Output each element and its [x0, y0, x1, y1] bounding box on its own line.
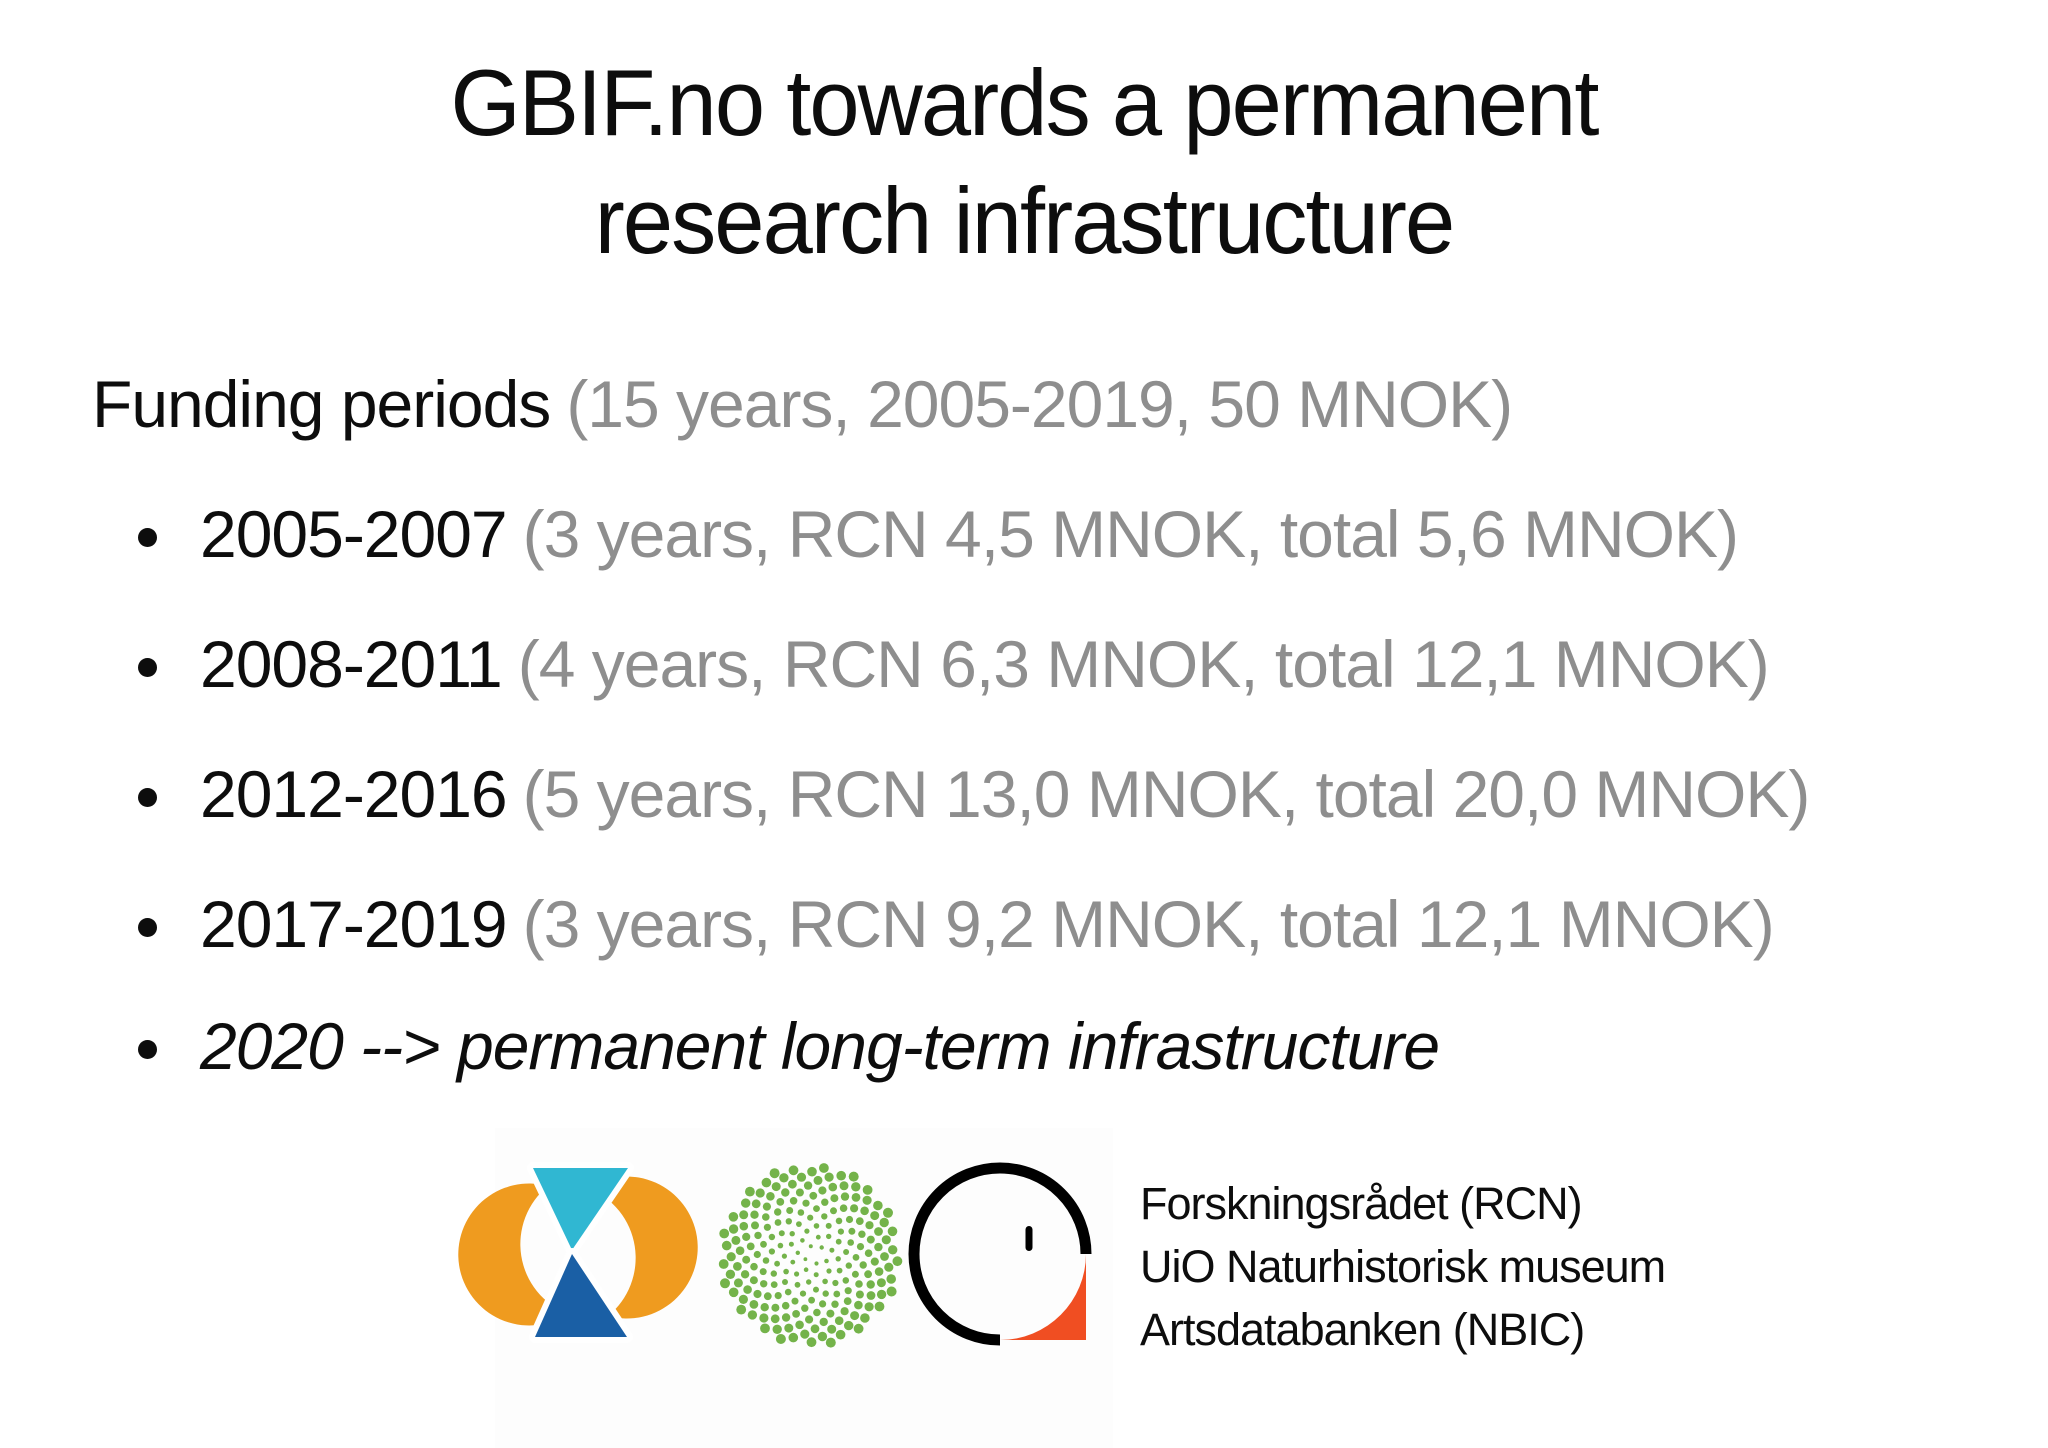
rcn-spiral-dots	[718, 1163, 903, 1348]
bullet-text: 2012-2016 (5 years, RCN 13,0 MNOK, total …	[200, 756, 1811, 832]
bullet-term: 2012-2016	[200, 757, 508, 831]
rcn-logo-icon	[718, 1163, 903, 1348]
bullet-period-2017-2019: 2017-2019 (3 years, RCN 9,2 MNOK, total 1…	[92, 886, 2048, 962]
bullet-text: 2008-2011 (4 years, RCN 6,3 MNOK, total 1…	[200, 626, 1770, 702]
slide-title-line2: research infrastructure	[594, 168, 1456, 273]
bullet-term: 2017-2019	[200, 887, 508, 961]
slide-title: GBIF.no towards a permanent research inf…	[41, 44, 2007, 280]
nbic-orange-corner	[1000, 1254, 1086, 1340]
footer-line-uio: UiO Naturhistorisk museum	[1140, 1241, 1666, 1292]
footer-line-nbic: Artsdatabanken (NBIC)	[1140, 1304, 1585, 1355]
footer-credits: Forskningsrådet (RCN) UiO Naturhistorisk…	[1140, 1172, 1666, 1361]
bullet-detail: (5 years, RCN 13,0 MNOK, total 20,0 MNOK…	[522, 757, 1811, 831]
funding-heading-main: Funding periods	[92, 367, 551, 441]
bullet-dot	[138, 918, 157, 937]
footer-line-rcn: Forskningsrådet (RCN)	[1140, 1178, 1583, 1229]
bullet-period-2020: 2020 --> permanent long-term infrastruct…	[92, 1008, 2048, 1084]
bullet-dot	[138, 658, 157, 677]
slide-title-line1: GBIF.no towards a permanent	[450, 50, 1600, 155]
funding-heading: Funding periods (15 years, 2005-2019, 50 …	[92, 366, 2048, 442]
bullet-text: 2017-2019 (3 years, RCN 9,2 MNOK, total 1…	[200, 886, 1775, 962]
bullet-term: 2005-2007	[200, 497, 508, 571]
gbif-blue-triangle	[529, 1248, 633, 1343]
nbic-logo-icon	[908, 1162, 1092, 1346]
bullet-period-2008-2011: 2008-2011 (4 years, RCN 6,3 MNOK, total 1…	[92, 626, 2048, 702]
bullet-detail: (4 years, RCN 6,3 MNOK, total 12,1 MNOK)	[517, 627, 1770, 701]
nbic-inner-bar	[1025, 1226, 1033, 1251]
bullet-final-text: 2020 --> permanent long-term infrastruct…	[200, 1009, 1440, 1083]
bullet-detail: (3 years, RCN 4,5 MNOK, total 5,6 MNOK)	[522, 497, 1739, 571]
bullet-dot	[138, 788, 157, 807]
bullet-period-2012-2016: 2012-2016 (5 years, RCN 13,0 MNOK, total …	[92, 756, 2048, 832]
funding-heading-detail: (15 years, 2005-2019, 50 MNOK)	[566, 367, 1513, 441]
gbif-left-crescent	[458, 1183, 568, 1326]
bullet-term: 2008-2011	[200, 627, 503, 701]
gbif-logo-icon	[458, 1162, 698, 1343]
bullet-text: 2005-2007 (3 years, RCN 4,5 MNOK, total 5…	[200, 496, 1739, 572]
bullet-dot	[138, 528, 157, 547]
gbif-cyan-triangle	[527, 1162, 634, 1256]
gbif-right-crescent	[588, 1176, 698, 1319]
bullet-dot	[138, 1040, 157, 1059]
nbic-circle-ring	[908, 1162, 1092, 1346]
bullet-period-2005-2007: 2005-2007 (3 years, RCN 4,5 MNOK, total 5…	[92, 496, 2048, 572]
bullet-detail: (3 years, RCN 9,2 MNOK, total 12,1 MNOK)	[522, 887, 1775, 961]
